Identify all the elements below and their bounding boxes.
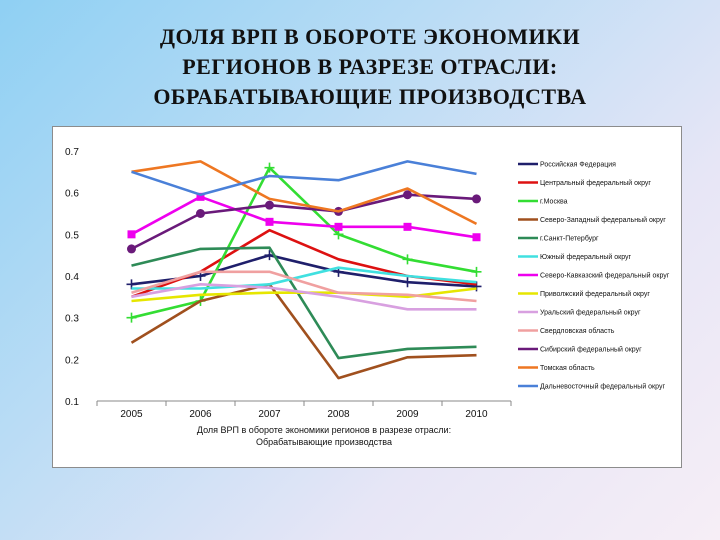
series-line <box>131 160 478 226</box>
legend-item: Российская Федерация <box>518 161 616 169</box>
legend-item: Северо-Кавказский федеральный округ <box>518 272 670 280</box>
slide-title: ДОЛЯ ВРП В ОБОРОТЕ ЭКОНОМИКИ РЕГИОНОВ В … <box>60 22 680 112</box>
series-line <box>130 193 477 251</box>
data-point <box>402 277 413 288</box>
legend-label: Дальневосточный федеральный округ <box>540 383 665 391</box>
chart-series <box>126 160 482 380</box>
legend-item: Дальневосточный федеральный округ <box>518 383 665 391</box>
series-line <box>131 283 477 311</box>
series-line <box>131 266 477 290</box>
legend-item: Южный федеральный округ <box>518 253 632 261</box>
legend-item: Центральный федеральный округ <box>518 179 651 187</box>
legend-item: Приволжский федеральный округ <box>518 290 650 298</box>
y-tick-label: 0.7 <box>65 147 79 158</box>
legend-label: г.Москва <box>540 199 568 206</box>
chart-frame: 0.7 0.6 0.5 0.4 0.3 0.2 0.1 2005 2006 2007 2008 200… <box>52 126 682 468</box>
legend-item: Сибирский федеральный округ <box>518 346 642 354</box>
series-3 <box>130 283 477 380</box>
data-point <box>333 229 344 240</box>
x-tick-label: 2007 <box>258 409 281 420</box>
series-7 <box>131 287 477 303</box>
y-tick-label: 0.4 <box>65 272 79 283</box>
y-tick-label: 0.2 <box>65 355 79 366</box>
x-tick-label: 2008 <box>327 409 350 420</box>
series-5 <box>131 266 477 290</box>
legend-item: Томская область <box>518 364 595 372</box>
series-8 <box>131 283 477 311</box>
y-tick-label: 0.6 <box>65 189 79 200</box>
title-line-1: ДОЛЯ ВРП В ОБОРОТЕ ЭКОНОМИКИ <box>159 24 581 49</box>
legend-label: Свердловская область <box>540 327 615 335</box>
data-point <box>472 194 481 204</box>
data-point <box>471 266 482 277</box>
data-point <box>403 190 412 200</box>
data-point <box>472 233 481 242</box>
legend-label: Северо-Кавказский федеральный округ <box>540 272 670 280</box>
legend-label: Томская область <box>540 364 595 372</box>
y-tick-label: 0.1 <box>65 397 79 408</box>
series-line <box>131 287 477 303</box>
data-point <box>334 222 343 231</box>
data-point <box>126 312 137 323</box>
legend-label: Южный федеральный округ <box>540 253 632 261</box>
series-line <box>131 166 477 319</box>
x-axis-label: Обрабатывающие производства <box>256 437 392 447</box>
y-tick-label: 0.5 <box>65 230 79 241</box>
title-line-3: ОБРАБАТЫВАЮЩИЕ ПРОИЗВОДСТВА <box>153 84 587 109</box>
series-11 <box>131 160 478 226</box>
series-line <box>130 283 477 380</box>
legend-item: Северо-Западный федеральный округ <box>518 216 666 224</box>
data-point <box>196 209 205 218</box>
legend-label: Сибирский федеральный округ <box>540 346 642 354</box>
series-4 <box>131 246 477 360</box>
series-12 <box>131 160 477 196</box>
chart-caption: Доля ВРП в обороте экономики регионов в … <box>197 425 451 447</box>
data-point <box>265 200 274 210</box>
title-line-2: РЕГИОНОВ В РАЗРЕЗЕ ОТРАСЛИ: <box>182 54 558 79</box>
data-point <box>196 192 205 201</box>
legend-item: Свердловская область <box>518 327 615 335</box>
legend-label: Российская Федерация <box>540 161 616 169</box>
line-chart: 0.7 0.6 0.5 0.4 0.3 0.2 0.1 2005 2006 2007 2008 200… <box>65 147 670 447</box>
series-6 <box>127 192 481 242</box>
legend-label: Приволжский федеральный округ <box>540 290 650 298</box>
chart-legend: Российская Федерация Центральный федераль… <box>518 161 670 391</box>
legend-label: Уральский федеральный округ <box>540 309 641 317</box>
data-point <box>127 244 136 254</box>
series-line <box>131 253 477 288</box>
x-tick-label: 2005 <box>120 409 143 420</box>
legend-item: г.Москва <box>518 199 568 206</box>
legend-label: г.Санкт-Петербург <box>540 235 599 243</box>
legend-label: Северо-Западный федеральный округ <box>540 216 666 224</box>
data-point <box>127 230 136 239</box>
series-line <box>131 246 477 360</box>
x-axis-label: Доля ВРП в обороте экономики регионов в … <box>197 425 451 435</box>
series-line <box>131 160 477 196</box>
legend-item: г.Санкт-Петербург <box>518 235 599 243</box>
y-tick-label: 0.3 <box>65 314 79 325</box>
series-line <box>130 195 477 239</box>
data-point <box>265 217 274 226</box>
data-point <box>402 254 413 265</box>
x-tick-label: 2006 <box>189 409 212 420</box>
series-line <box>131 270 477 303</box>
series-9 <box>131 270 477 303</box>
data-point <box>403 222 412 231</box>
legend-label: Центральный федеральный округ <box>540 179 651 187</box>
series-0 <box>126 250 482 292</box>
chart-axes: 0.7 0.6 0.5 0.4 0.3 0.2 0.1 2005 2006 2007 2008 200… <box>65 147 512 420</box>
legend-item: Уральский федеральный округ <box>518 309 641 317</box>
x-tick-label: 2009 <box>396 409 419 420</box>
x-tick-label: 2010 <box>465 409 488 420</box>
data-point <box>264 162 275 173</box>
